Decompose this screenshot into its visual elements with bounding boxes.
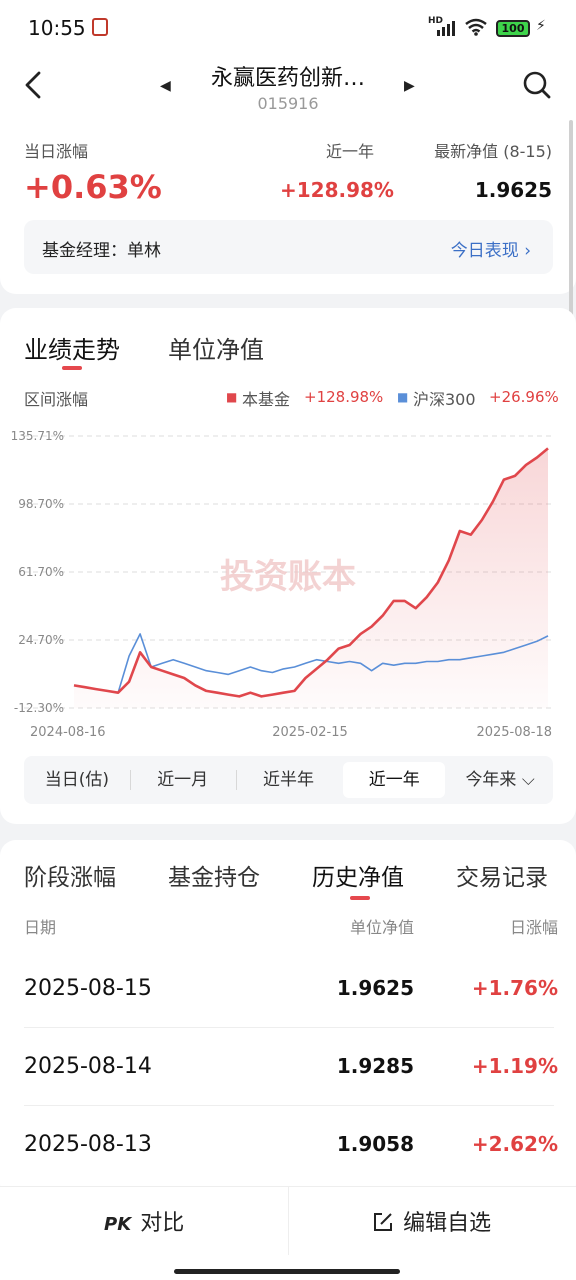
fund-title: 永赢医药创新… bbox=[210, 66, 365, 91]
compare-button[interactable]: PK 对比 bbox=[104, 1205, 184, 1237]
y-tick-label: -12.30% bbox=[14, 701, 64, 715]
performance-line-chart[interactable]: 投资账本 135.71% 98.70% 61.70% 24.70% -12.30% 202… bbox=[0, 420, 576, 746]
tab-transactions[interactable]: 交易记录 bbox=[456, 865, 548, 891]
range-option[interactable]: 近半年 bbox=[262, 770, 314, 790]
compare-label: 对比 bbox=[140, 1211, 185, 1236]
history-card: 阶段涨幅 基金持仓 历史净值 交易记录 日期 单位净值 日涨幅 2025-08-… bbox=[0, 840, 576, 1200]
range-option[interactable]: 近一年 bbox=[343, 762, 446, 798]
battery-indicator: 100 bbox=[496, 20, 530, 37]
latest-nav-value: 1.9625 bbox=[474, 178, 552, 202]
active-tab-indicator bbox=[350, 896, 370, 900]
row-nav: 1.9058 bbox=[336, 1132, 414, 1156]
status-bar: 10:55 HD 100 ⚡ bbox=[0, 0, 576, 56]
performance-chart-card: 业绩走势 单位净值 区间涨幅 ■ 本基金 +128.98% ■ 沪深300 +2… bbox=[0, 308, 576, 824]
year-change-label: 近一年 bbox=[326, 142, 375, 161]
legend-fund-name: 本基金 bbox=[242, 390, 291, 409]
fund-area-fill bbox=[74, 448, 548, 708]
row-change: +1.76% bbox=[471, 976, 558, 1000]
range-change-label: 区间涨幅 bbox=[24, 390, 89, 409]
next-fund-icon[interactable]: ▶ bbox=[404, 78, 415, 94]
legend-index-value: +26.96% bbox=[489, 388, 559, 406]
y-tick-label: 61.70% bbox=[18, 565, 64, 579]
legend-index-name: 沪深300 bbox=[413, 390, 476, 409]
active-tab-indicator bbox=[62, 366, 82, 370]
tab-holdings[interactable]: 基金持仓 bbox=[168, 865, 260, 891]
back-icon[interactable] bbox=[22, 70, 44, 100]
previous-fund-icon[interactable]: ◀ bbox=[160, 78, 171, 94]
bottom-action-bar: PK 对比 编辑自选 bbox=[0, 1186, 576, 1280]
year-change-value: +128.98% bbox=[280, 178, 394, 202]
latest-nav-label: 最新净值 (8-15) bbox=[434, 142, 552, 161]
time-range-selector: 当日(估) 近一月 近半年 近一年 今年来 ⌵ bbox=[24, 756, 553, 804]
chart-watermark: 投资账本 bbox=[220, 557, 356, 597]
range-option[interactable]: 近一月 bbox=[157, 770, 209, 790]
fund-header: ◀ 永赢医药创新… 015916 ▶ bbox=[0, 56, 576, 120]
column-header-change: 日涨幅 bbox=[509, 918, 558, 937]
network-type: HD bbox=[428, 16, 444, 26]
row-date: 2025-08-14 bbox=[24, 1054, 152, 1079]
bottom-divider bbox=[288, 1187, 289, 1255]
row-divider bbox=[24, 1105, 554, 1106]
row-change: +1.19% bbox=[471, 1054, 558, 1078]
fund-manager-bar[interactable]: 基金经理：单林 今日表现 › bbox=[24, 220, 553, 274]
tab-period-change[interactable]: 阶段涨幅 bbox=[24, 865, 116, 891]
legend-fund-value: +128.98% bbox=[304, 388, 384, 406]
pk-icon: PK bbox=[104, 1214, 132, 1235]
x-tick-label: 2025-02-15 bbox=[272, 725, 348, 740]
summary-card: 当日涨幅 +0.63% 近一年 +128.98% 最新净值 (8-15) 1.9… bbox=[0, 120, 576, 294]
row-nav: 1.9625 bbox=[336, 976, 414, 1000]
day-change-label: 当日涨幅 bbox=[24, 142, 89, 161]
y-tick-label: 24.70% bbox=[18, 633, 64, 647]
range-option[interactable]: 今年来 ⌵ bbox=[465, 770, 535, 790]
column-header-nav: 单位净值 bbox=[349, 918, 414, 937]
fund-series-line bbox=[73, 447, 549, 698]
range-separator bbox=[129, 770, 131, 790]
day-change-value: +0.63% bbox=[24, 168, 162, 206]
fund-manager-text: 基金经理：单林 bbox=[42, 241, 161, 261]
row-nav: 1.9285 bbox=[336, 1054, 414, 1078]
legend-fund-marker: ■ bbox=[226, 390, 238, 404]
status-time: 10:55 bbox=[28, 16, 86, 40]
app-notification-icon bbox=[92, 18, 108, 36]
tab-unit-nav[interactable]: 单位净值 bbox=[168, 336, 264, 364]
edit-icon bbox=[374, 1213, 392, 1231]
table-row[interactable]: 2025-08-13 1.9058 +2.62% bbox=[0, 1106, 576, 1184]
table-row[interactable]: 2025-08-15 1.9625 +1.76% bbox=[0, 950, 576, 1028]
y-tick-label: 98.70% bbox=[18, 497, 64, 511]
today-performance-link[interactable]: 今日表现 › bbox=[450, 241, 531, 261]
x-tick-label: 2025-08-18 bbox=[476, 725, 552, 740]
range-option[interactable]: 当日(估) bbox=[44, 770, 110, 790]
tab-history-nav[interactable]: 历史净值 bbox=[312, 865, 404, 891]
fund-code: 015916 bbox=[257, 94, 319, 113]
signal-icon bbox=[437, 21, 455, 36]
x-tick-label: 2024-08-16 bbox=[30, 725, 106, 740]
home-indicator[interactable] bbox=[174, 1269, 400, 1274]
edit-watchlist-label: 编辑自选 bbox=[403, 1211, 492, 1236]
legend-index-marker: ■ bbox=[397, 390, 409, 404]
search-icon[interactable] bbox=[522, 70, 552, 100]
range-separator bbox=[235, 770, 237, 790]
row-date: 2025-08-15 bbox=[24, 976, 152, 1001]
y-tick-label: 135.71% bbox=[11, 429, 64, 443]
edit-watchlist-button[interactable]: 编辑自选 bbox=[372, 1205, 491, 1237]
tab-performance-trend[interactable]: 业绩走势 bbox=[24, 336, 120, 364]
table-row[interactable]: 2025-08-14 1.9285 +1.19% bbox=[0, 1028, 576, 1106]
row-change: +2.62% bbox=[471, 1132, 558, 1156]
column-header-date: 日期 bbox=[24, 918, 57, 937]
row-date: 2025-08-13 bbox=[24, 1132, 152, 1157]
charging-icon: ⚡ bbox=[536, 18, 546, 34]
wifi-icon bbox=[465, 18, 487, 36]
row-divider bbox=[24, 1027, 554, 1028]
